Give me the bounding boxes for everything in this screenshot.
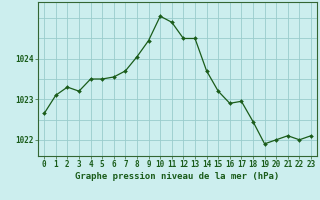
X-axis label: Graphe pression niveau de la mer (hPa): Graphe pression niveau de la mer (hPa) (76, 172, 280, 181)
